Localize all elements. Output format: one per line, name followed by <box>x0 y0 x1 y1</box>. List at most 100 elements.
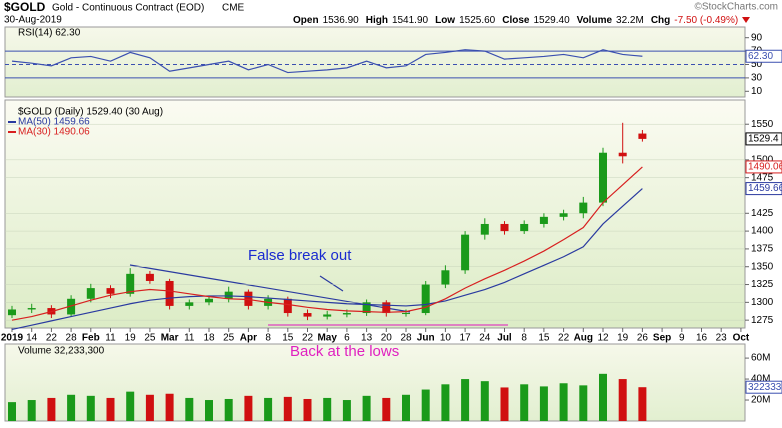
volume-bar <box>421 389 430 421</box>
volume-bar <box>441 384 450 421</box>
rsi-panel <box>4 26 746 98</box>
value-box <box>745 182 782 196</box>
value-box <box>745 132 782 146</box>
candle-body <box>382 302 391 314</box>
candle-body <box>402 313 410 315</box>
y-tick-label: 1475 <box>751 172 774 183</box>
instrument-name: Gold - Continuous Contract (EOD) <box>52 3 204 14</box>
x-tick-label: 15 <box>538 333 550 344</box>
x-tick-label: 20 <box>381 333 393 344</box>
annotation-arrow <box>319 275 344 292</box>
candle-body <box>638 133 647 139</box>
x-tick-label: 12 <box>597 333 609 344</box>
y-tick-label: 60M <box>751 353 770 364</box>
candle-body <box>461 234 470 271</box>
quote-label: Low <box>435 15 455 26</box>
volume-bar <box>402 394 410 421</box>
candle-body <box>520 223 529 232</box>
source: ©StockCharts.com <box>694 2 778 13</box>
quote-label: Open <box>293 15 319 26</box>
volume-bar <box>283 396 292 421</box>
value-box <box>745 160 782 174</box>
volume-bar <box>145 394 154 421</box>
volume-bar <box>205 400 213 421</box>
volume-bar <box>323 397 332 421</box>
volume-bar <box>106 397 115 421</box>
rsi-line <box>11 49 643 74</box>
x-tick-label: Jul <box>497 333 512 344</box>
volume-bar <box>520 384 529 421</box>
volume-bar <box>126 391 135 421</box>
quote-value: 32.2M <box>616 15 644 26</box>
quote-label: High <box>366 15 388 26</box>
candle-body <box>283 298 292 314</box>
value-label: 62.30 <box>748 51 773 62</box>
candle-body <box>224 291 233 299</box>
quote-label: Volume <box>577 15 613 26</box>
y-tick-label: 1325 <box>751 279 774 290</box>
x-tick-label: 11 <box>105 333 116 344</box>
volume-bar <box>500 387 509 421</box>
x-tick-label: 26 <box>637 333 649 344</box>
candle-body <box>185 302 194 306</box>
x-tick-label: 17 <box>460 333 472 344</box>
annotation: Back at the lows <box>290 343 399 360</box>
quote-value: 1541.90 <box>392 15 429 26</box>
candle-body <box>303 313 312 317</box>
legend-entry: Volume 32,233,300 <box>18 346 105 357</box>
x-tick-label: 16 <box>696 333 708 344</box>
y-tick-label: 50 <box>751 59 763 70</box>
value-box <box>745 380 782 394</box>
exchange: CME <box>222 3 245 14</box>
y-tick-label: 1500 <box>751 154 774 165</box>
y-tick-label: 1550 <box>751 119 774 130</box>
legend-entry: MA(50) 1459.66 <box>18 117 90 128</box>
candle-body <box>106 288 115 294</box>
x-tick-label: 10 <box>440 333 452 344</box>
x-tick-label: 18 <box>203 333 215 344</box>
volume-bar <box>461 379 470 421</box>
quote-label: Chg <box>651 15 670 26</box>
volume-bar <box>480 381 489 421</box>
volume-bar <box>27 400 36 421</box>
candle-body <box>145 273 154 281</box>
x-tick-label: 13 <box>361 333 373 344</box>
candle-body <box>441 270 450 285</box>
value-label: 1490.06 <box>748 162 782 173</box>
x-tick-label: Apr <box>240 333 257 344</box>
candle-body <box>480 223 489 235</box>
x-tick-label: 8 <box>265 333 271 344</box>
annotation: False break out <box>248 247 352 264</box>
x-tick-label: May <box>317 333 337 344</box>
value-label: 32233300 <box>748 382 782 393</box>
value-label: 1529.4 <box>748 134 779 145</box>
volume-bar <box>185 397 194 421</box>
x-tick-label: Sep <box>653 333 671 344</box>
x-tick-label: 28 <box>400 333 412 344</box>
candle-body <box>126 273 135 294</box>
quote-value: 1525.60 <box>459 15 496 26</box>
volume-bar <box>86 395 95 421</box>
candle-body <box>67 298 76 315</box>
quote-value: 1536.90 <box>323 15 360 26</box>
volume-bar <box>539 386 548 421</box>
volume-bar <box>244 395 253 421</box>
volume-bar <box>165 393 174 421</box>
x-tick-label: Mar <box>161 333 179 344</box>
candle-body <box>342 313 351 315</box>
value-box <box>745 49 782 63</box>
y-tick-label: 1400 <box>751 226 774 237</box>
legend-entry: RSI(14) 62.30 <box>18 28 81 39</box>
x-tick-label: 11 <box>184 333 195 344</box>
x-tick-label: Feb <box>82 333 100 344</box>
x-tick-label: 19 <box>617 333 629 344</box>
y-tick-label: 1350 <box>751 261 774 272</box>
x-tick-label: 28 <box>66 333 78 344</box>
x-tick-label: 24 <box>479 333 491 344</box>
y-tick-label: 1275 <box>751 315 774 326</box>
volume-bar <box>579 385 588 421</box>
volume-bar <box>224 398 233 421</box>
candle-body <box>323 314 332 317</box>
quote-value: -7.50 (-0.49%) <box>674 15 738 26</box>
